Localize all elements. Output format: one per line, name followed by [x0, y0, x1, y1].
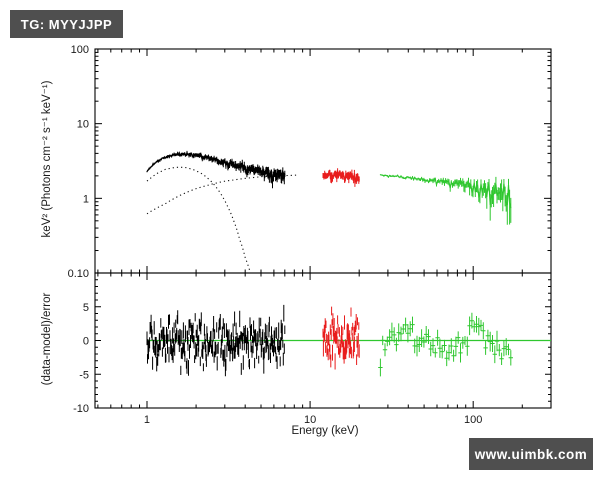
watermark-badge: www.uimbk.com — [469, 438, 593, 470]
junction-tick-label: 0.10 — [68, 268, 89, 280]
bottom-y-tick-label: -5 — [79, 369, 89, 381]
bottom-y-tick-label: 5 — [83, 302, 89, 314]
top-y-tick-label: 100 — [71, 44, 89, 56]
soft-model-component — [146, 166, 251, 273]
detector-3-residuals — [378, 312, 513, 377]
tick-labels: 1 10 100 100 10 1 0.10 5 0 -5 -10 — [68, 44, 483, 426]
bottom-y-tick-label: -10 — [73, 403, 89, 415]
top-y-axis-label: keV² (Photons cm⁻² s⁻¹ keV⁻¹) — [41, 80, 53, 238]
x-tick-label: 1 — [144, 414, 150, 426]
x-axis-label: Energy (keV) — [291, 425, 359, 437]
model-components — [146, 166, 299, 273]
x-tick-label: 100 — [464, 414, 482, 426]
detector-3-spectrum — [379, 174, 512, 225]
source-tag-badge: TG: MYYJJPP — [10, 10, 123, 38]
detector-2-spectrum — [322, 168, 360, 187]
axis-ticks — [95, 48, 552, 409]
bottom-y-tick-label: 0 — [83, 336, 89, 348]
detector-1-residuals — [146, 304, 286, 377]
top-y-tick-label: 10 — [77, 119, 89, 131]
detector-2-residuals — [322, 306, 360, 370]
bottom-y-axis-label: (data-model)/error — [41, 292, 53, 386]
detector-1-spectrum — [146, 150, 286, 189]
x-tick-label: 10 — [304, 414, 316, 426]
top-y-tick-label: 1 — [83, 193, 89, 205]
